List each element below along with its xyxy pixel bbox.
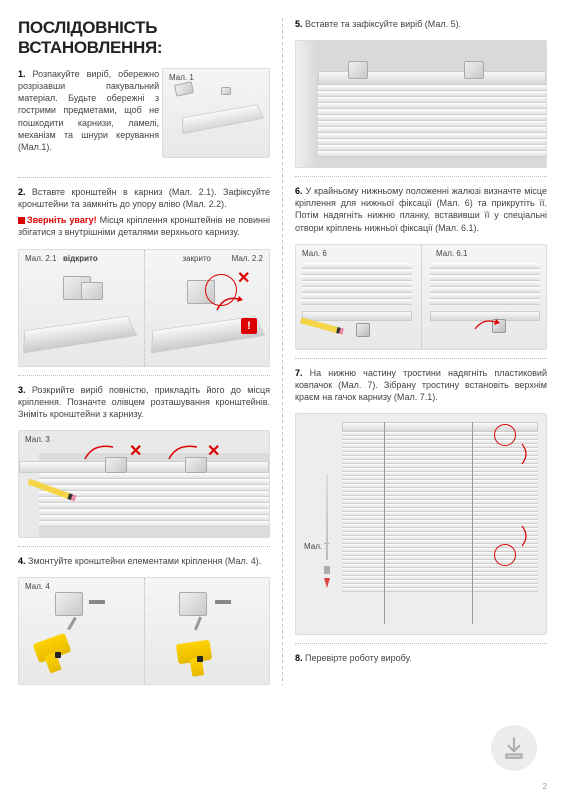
step-5: 5. Вставте та зафіксуйте виріб (Мал. 5). [295, 18, 547, 30]
step-6: 6. У крайньому нижньому положенні жалюзі… [295, 185, 547, 234]
separator [18, 177, 270, 178]
figure-1: Мал. 1 [162, 68, 270, 158]
page-number: 2 [543, 782, 547, 791]
page-title: ПОСЛІДОВНІСТЬ ВСТАНОВЛЕННЯ: [18, 18, 270, 58]
figure-7: Мал. 7 Мал. 7.1 [295, 413, 547, 635]
column-divider [282, 18, 283, 685]
figure-3: Мал. 3 ✕ ✕ [18, 430, 270, 538]
figure-2: Мал. 2.1 Мал. 2.2 відкрито закрито ✕ ! [18, 249, 270, 367]
separator [18, 375, 270, 376]
figure-4: Мал. 4 [18, 577, 270, 685]
watermark-icon [491, 725, 537, 771]
separator [295, 358, 547, 359]
step-7: 7. На нижню частину тростини надягніть п… [295, 367, 547, 403]
step-2: 2. Вставте кронштейн в карниз (Мал. 2.1)… [18, 186, 270, 210]
step-8: 8. Перевірте роботу виробу. [295, 652, 547, 664]
step-1: 1. Розпакуйте виріб, обережно розрізавши… [18, 68, 159, 153]
figure-5: Мал. 5 [295, 40, 547, 168]
separator [295, 643, 547, 644]
figure-6: Мал. 6 Мал. 6.1 [295, 244, 547, 350]
step-2-warning: Зверніть увагу! Місця кріплення кронштей… [18, 214, 270, 238]
step-4: 4. Змонтуйте кронштейни елементами кріпл… [18, 555, 270, 567]
separator [18, 546, 270, 547]
step-3: 3. Розкрийте виріб повністю, прикладіть … [18, 384, 270, 420]
separator [295, 176, 547, 177]
